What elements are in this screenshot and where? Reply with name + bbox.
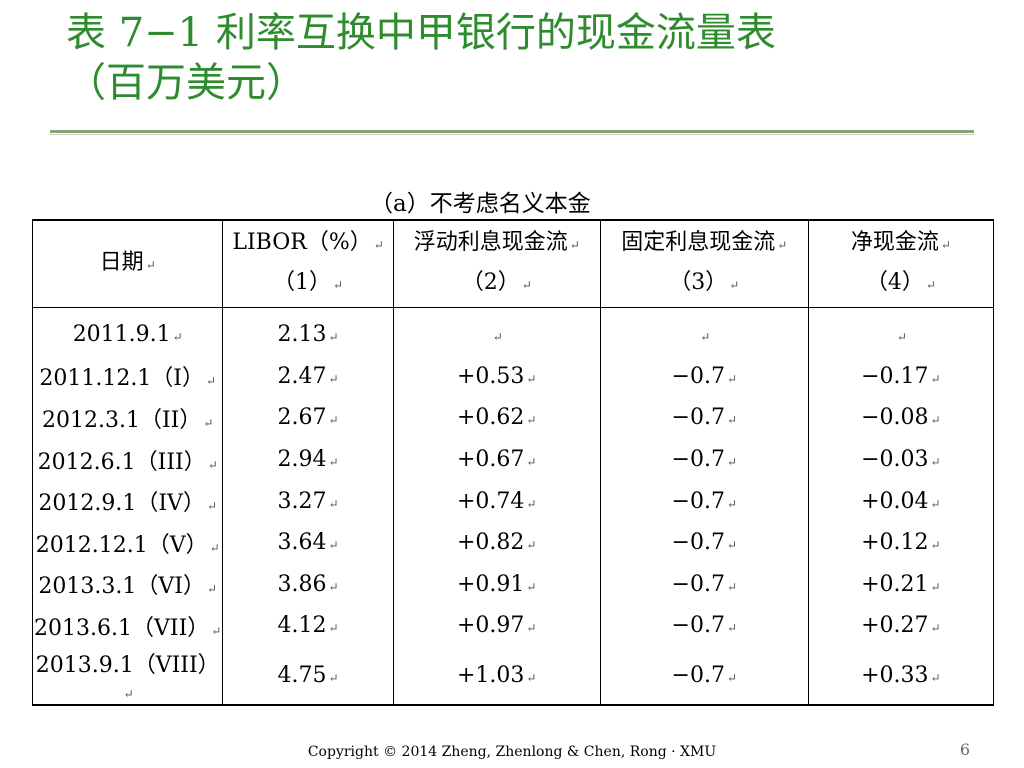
libor-cell: 4.12 ↵ [222, 605, 394, 647]
net-cell: −0.03 ↵ [807, 438, 995, 481]
date-cell: 2013.9.1（VIII）↵ [31, 646, 224, 705]
fixed-cell: ↵ [599, 307, 809, 356]
header-net-cash-flow: 净现金流 ↵ （4） ↵ [807, 220, 995, 308]
fixed-cell: −0.7 ↵ [599, 605, 809, 647]
libor-cell: 2.47 ↵ [222, 355, 394, 398]
header-libor: LIBOR（%） ↵ （1） ↵ [222, 220, 394, 308]
table-header-row: 日期 ↵ LIBOR（%） ↵ （1） ↵ 浮动利息现金流 ↵ （2） ↵ 固定利息现金流 ↵ （… [31, 220, 995, 308]
net-cell: +0.27 ↵ [807, 605, 995, 647]
libor-cell: 3.64 ↵ [222, 521, 394, 564]
footer-copyright: Copyright © 2014 Zheng, Zhenlong & Chen,… [307, 744, 717, 760]
libor-cell: 2.94 ↵ [222, 438, 394, 481]
net-cell: +0.12 ↵ [807, 521, 995, 564]
libor-cell: 4.75 ↵ [222, 646, 394, 705]
fixed-cell: −0.7 ↵ [599, 646, 809, 705]
date-cell: 2013.6.1（VII） ↵ [31, 605, 224, 647]
slide-title-line-2: （百万美元） [66, 60, 306, 106]
table-row: 2012.3.1（II） ↵ 2.67 ↵ +0.62 ↵ −0.7 ↵ −0.08 ↵ [31, 397, 995, 439]
fixed-cell: −0.7 ↵ [599, 563, 809, 606]
table-row: 2013.9.1（VIII）↵ 4.75 ↵ +1.03 ↵ −0.7 ↵ +0.33 ↵ [31, 646, 995, 705]
title-prefix: 表 [66, 10, 119, 56]
date-cell: 2011.9.1 ↵ [31, 307, 224, 356]
table-row: 2013.3.1（VI） ↵ 3.86 ↵ +0.91 ↵ −0.7 ↵ +0.21 ↵ [31, 563, 995, 606]
floating-cell: +0.53 ↵ [392, 355, 601, 398]
header-fixed-cash-flow: 固定利息现金流 ↵ （3） ↵ [599, 220, 809, 308]
title-rest: 利率互换中甲银行的现金流量表 [203, 10, 776, 56]
table-row: 2013.6.1（VII） ↵ 4.12 ↵ +0.97 ↵ −0.7 ↵ +0.27 ↵ [31, 605, 995, 647]
floating-cell: +0.74 ↵ [392, 480, 601, 522]
net-cell: +0.21 ↵ [807, 563, 995, 606]
net-cell: +0.04 ↵ [807, 480, 995, 522]
libor-cell: 2.13 ↵ [222, 307, 394, 356]
table-row: 2012.12.1（V） ↵ 3.64 ↵ +0.82 ↵ −0.7 ↵ +0.12 ↵ [31, 521, 995, 564]
fixed-cell: −0.7 ↵ [599, 480, 809, 522]
fixed-cell: −0.7 ↵ [599, 521, 809, 564]
table-body: 2011.9.1 ↵ 2.13 ↵ ↵ ↵ ↵ 2011.12.1（I） ↵ 2.47 ↵ +0.53… [31, 307, 995, 705]
floating-cell: +1.03 ↵ [392, 646, 601, 705]
fixed-cell: −0.7 ↵ [599, 355, 809, 398]
cash-flow-table: 日期 ↵ LIBOR（%） ↵ （1） ↵ 浮动利息现金流 ↵ （2） ↵ 固定利息现金流 ↵ （… [31, 219, 995, 706]
fixed-cell: −0.7 ↵ [599, 438, 809, 481]
date-cell: 2012.9.1（IV） ↵ [31, 480, 224, 522]
table-row: 2012.6.1（III） ↵ 2.94 ↵ +0.67 ↵ −0.7 ↵ −0.03 ↵ [31, 438, 995, 481]
title-divider-shadow [50, 134, 974, 135]
date-cell: 2012.3.1（II） ↵ [31, 397, 224, 439]
floating-cell: +0.67 ↵ [392, 438, 601, 481]
date-cell: 2012.6.1（III） ↵ [31, 438, 224, 481]
table-row: 2011.12.1（I） ↵ 2.47 ↵ +0.53 ↵ −0.7 ↵ −0.17 ↵ [31, 355, 995, 398]
floating-cell: +0.82 ↵ [392, 521, 601, 564]
table-row: 2011.9.1 ↵ 2.13 ↵ ↵ ↵ ↵ [31, 307, 995, 356]
header-date: 日期 ↵ [31, 220, 224, 308]
floating-cell: ↵ [392, 307, 601, 356]
page-number: 6 [959, 740, 970, 759]
title-number: 7−1 [118, 10, 204, 56]
date-cell: 2013.3.1（VI） ↵ [31, 563, 224, 606]
libor-cell: 3.27 ↵ [222, 480, 394, 522]
date-cell: 2012.12.1（V） ↵ [31, 521, 224, 564]
libor-cell: 3.86 ↵ [222, 563, 394, 606]
net-cell: ↵ [807, 307, 995, 356]
slide-title: 表 7−1 利率互换中甲银行的现金流量表 （百万美元） [66, 8, 986, 108]
net-cell: −0.17 ↵ [807, 355, 995, 398]
floating-cell: +0.97 ↵ [392, 605, 601, 647]
net-cell: +0.33 ↵ [807, 646, 995, 705]
table-caption: （a）不考虑名义本金 [370, 191, 591, 217]
table-row: 2012.9.1（IV） ↵ 3.27 ↵ +0.74 ↵ −0.7 ↵ +0.04 ↵ [31, 480, 995, 522]
net-cell: −0.08 ↵ [807, 397, 995, 439]
fixed-cell: −0.7 ↵ [599, 397, 809, 439]
floating-cell: +0.91 ↵ [392, 563, 601, 606]
header-floating-cash-flow: 浮动利息现金流 ↵ （2） ↵ [392, 220, 601, 308]
date-cell: 2011.12.1（I） ↵ [31, 355, 224, 398]
title-divider [50, 130, 974, 133]
slide-title-line-1: 表 7−1 利率互换中甲银行的现金流量表 [66, 8, 986, 58]
floating-cell: +0.62 ↵ [392, 397, 601, 439]
libor-cell: 2.67 ↵ [222, 397, 394, 439]
